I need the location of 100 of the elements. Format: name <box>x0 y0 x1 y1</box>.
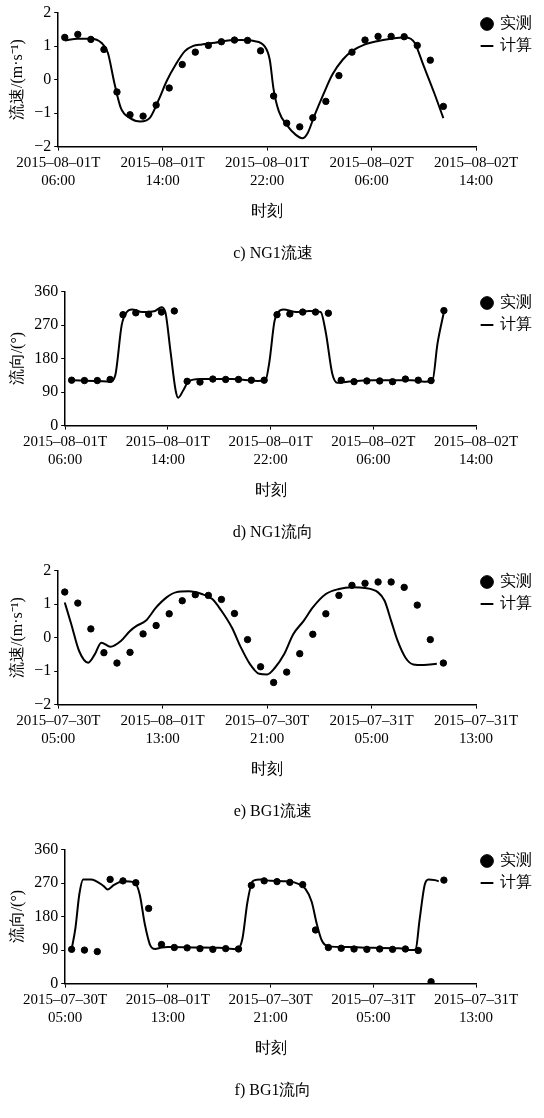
point <box>350 377 358 386</box>
y-axis-title: 流向/(°) <box>7 889 26 944</box>
point <box>139 112 147 120</box>
point <box>217 595 226 604</box>
x-tick-label: 2015–08–01T 22:00 <box>228 432 313 467</box>
point <box>348 48 356 56</box>
point <box>414 946 422 955</box>
point <box>440 876 448 884</box>
point <box>298 308 307 316</box>
y-tick-label: −1 <box>34 661 52 679</box>
x-tick-label: 2015–08–01T 13:00 <box>120 711 205 746</box>
point <box>234 375 243 384</box>
point <box>230 609 239 618</box>
point <box>376 377 384 385</box>
point <box>427 978 435 984</box>
point <box>61 33 69 42</box>
point <box>427 376 435 385</box>
point <box>61 588 69 596</box>
point <box>80 946 89 954</box>
point <box>283 668 291 676</box>
point <box>361 36 369 44</box>
point <box>256 47 265 55</box>
point <box>311 926 320 934</box>
y-tick-label: 1 <box>43 36 52 54</box>
legend-label: 计算 <box>500 594 532 612</box>
point <box>132 879 140 887</box>
y-axis-title: 流速/(m·s⁻¹) <box>7 39 26 121</box>
x-tick-label: 2015–08–02T 14:00 <box>433 432 519 467</box>
legend-label: 计算 <box>500 36 532 54</box>
text: c) NG1流速 <box>233 243 313 262</box>
x-tick-label: 2015–08–01T 13:00 <box>125 990 210 1025</box>
point <box>157 308 166 316</box>
y-tick-label: −1 <box>34 103 52 121</box>
x-tick-label: 2015–08–02T 06:00 <box>331 432 416 467</box>
point <box>80 376 89 385</box>
point <box>335 591 343 600</box>
point <box>273 310 281 319</box>
y-axis-title: 流向/(°) <box>7 331 26 386</box>
x-tick-label: 2015–07–30T 05:00 <box>16 711 101 746</box>
point <box>335 71 343 80</box>
x-tick-label: 2015–07–31T 05:00 <box>329 711 414 746</box>
point <box>67 945 76 954</box>
point <box>401 945 410 953</box>
point <box>183 377 191 386</box>
point <box>413 41 421 50</box>
point <box>93 947 101 956</box>
legend-label: 实测 <box>500 14 532 32</box>
point <box>283 119 291 127</box>
point <box>376 945 384 953</box>
point <box>260 877 268 885</box>
point <box>144 904 153 913</box>
point <box>286 310 294 318</box>
text: e) BG1流速 <box>233 801 313 820</box>
x-tick-label: 2015–08–02T 14:00 <box>433 153 519 188</box>
point <box>348 581 356 590</box>
y-tick-label: 180 <box>34 906 59 924</box>
x-axis-title: 时刻 <box>251 202 284 220</box>
point <box>322 610 330 618</box>
point <box>247 376 256 384</box>
point <box>324 943 333 952</box>
point <box>204 41 213 50</box>
point <box>426 635 435 644</box>
point <box>337 944 345 952</box>
text: d) NG1流向 <box>232 522 314 541</box>
point <box>165 610 173 618</box>
x-tick-label: 2015–07–31T 13:00 <box>433 711 519 746</box>
point <box>217 38 226 46</box>
y-tick-label: 90 <box>42 940 59 958</box>
legend-label: 实测 <box>500 851 532 869</box>
point <box>234 945 243 953</box>
x-tick-label: 2015–08–01T 06:00 <box>16 153 101 188</box>
y-tick-label: 360 <box>34 839 59 857</box>
point <box>400 583 408 592</box>
point <box>324 309 333 317</box>
point <box>247 881 256 890</box>
x-tick-label: 2015–07–30T 21:00 <box>225 711 310 746</box>
point <box>74 599 82 607</box>
y-tick-label: 270 <box>34 315 59 333</box>
point <box>209 945 217 954</box>
point <box>183 944 191 952</box>
y-tick-label: 0 <box>43 69 52 87</box>
point <box>191 48 200 56</box>
x-tick-label: 2015–08–01T 06:00 <box>23 432 108 467</box>
point <box>113 88 121 96</box>
legend-label: 计算 <box>500 873 532 891</box>
point <box>256 663 265 671</box>
point <box>374 578 382 586</box>
point <box>165 84 173 92</box>
point <box>209 375 217 383</box>
y-tick-label: 0 <box>50 415 59 433</box>
point <box>387 32 395 41</box>
point <box>361 579 369 588</box>
point <box>337 376 345 384</box>
point <box>309 114 317 122</box>
point <box>363 377 371 385</box>
x-tick-label: 2015–07–30T 05:00 <box>23 990 108 1025</box>
y-tick-label: 90 <box>42 382 59 400</box>
y-tick-label: 1 <box>43 594 52 612</box>
point <box>178 60 186 69</box>
point <box>106 375 114 384</box>
